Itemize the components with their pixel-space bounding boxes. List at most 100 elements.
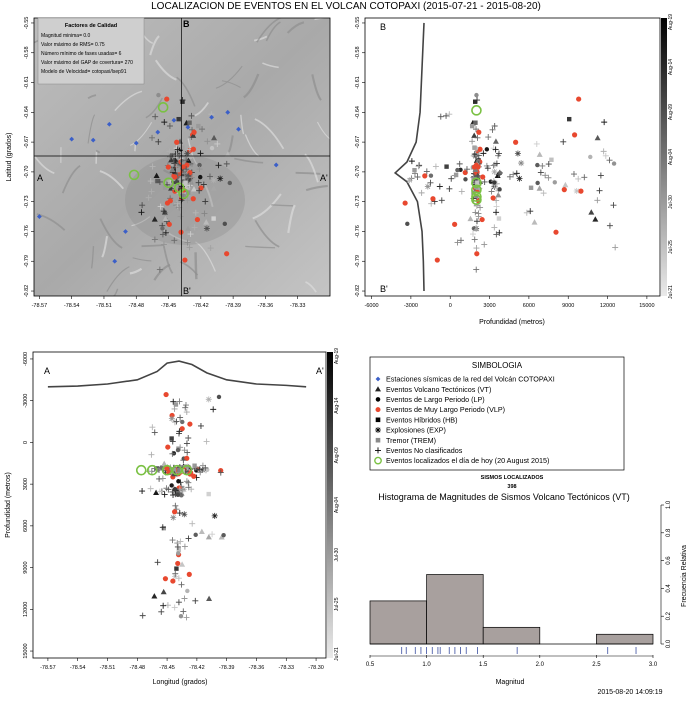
event-plus <box>446 111 453 118</box>
today-event <box>178 188 189 200</box>
relief-ridge <box>245 245 276 249</box>
event-plus <box>432 163 439 170</box>
event-plus <box>183 157 190 164</box>
event-hb <box>176 116 181 122</box>
event-vlp <box>490 195 496 201</box>
event-trem <box>528 185 534 190</box>
today-event <box>471 184 482 196</box>
event-plus <box>188 174 195 181</box>
x-tick-label: 15000 <box>639 303 654 309</box>
label-a: A <box>44 366 50 376</box>
y-tick-label: -0.55 <box>355 17 361 30</box>
event-plus <box>149 424 156 431</box>
legend: SIMBOLOGIA Estaciones sísmicas de la red… <box>369 356 625 490</box>
event-plus <box>161 119 168 126</box>
station-marker <box>106 121 112 127</box>
event-plus <box>596 187 603 194</box>
event-vlp <box>561 187 567 193</box>
x-tick-label: -3000 <box>404 303 418 309</box>
relief-ridge <box>194 102 209 117</box>
relief-ridge <box>254 219 280 248</box>
relief-ridge <box>252 193 282 220</box>
event-vt <box>210 185 217 191</box>
grey-square-icon <box>375 437 381 443</box>
event-vlp <box>476 129 482 135</box>
event-plus <box>161 491 168 498</box>
relief-ridge <box>129 267 143 275</box>
event-plus <box>415 163 422 170</box>
event-plus <box>493 231 500 238</box>
event-plus <box>197 150 204 157</box>
event-plus <box>469 138 476 145</box>
relief-ridge <box>305 184 328 192</box>
event-plus <box>172 502 179 509</box>
event-vlp <box>198 185 204 191</box>
event-vlp <box>576 96 582 102</box>
event-plus <box>217 469 224 476</box>
event-vt <box>151 593 158 599</box>
event-plus <box>180 457 187 464</box>
legend-item: Eventos Volcano Tectónicos (VT) <box>375 385 491 394</box>
relief-ridge <box>114 90 143 112</box>
relief-ridge <box>304 153 319 183</box>
event-trem <box>173 185 179 190</box>
lon-xlabel: Longitud (grados) <box>153 679 208 686</box>
relief-ridge <box>215 65 243 89</box>
x-tick-label: 3.0 <box>649 662 658 668</box>
event-trem <box>412 167 417 173</box>
event-hb <box>567 116 572 122</box>
event-plus <box>454 239 461 246</box>
relief-ridge <box>253 35 268 42</box>
event-vt <box>151 216 158 222</box>
event-lp <box>179 493 184 498</box>
event-hb <box>444 164 449 169</box>
quality-line: Magnitud minima= 0.0 <box>41 33 91 39</box>
event-plus <box>181 595 188 602</box>
event-lp <box>178 614 184 619</box>
legend-item: Tremor (TREM) <box>375 436 436 445</box>
event-lp <box>227 180 233 186</box>
event-plus <box>192 597 199 604</box>
event-vlp <box>171 509 178 515</box>
x-tick-label: 12000 <box>600 303 615 309</box>
event-plus <box>448 175 455 182</box>
legend-item: Eventos localizados el día de hoy (20 Au… <box>374 456 549 465</box>
relief-ridge <box>61 164 81 194</box>
event-lp <box>172 487 178 492</box>
colorbar-label: Jul-25 <box>668 240 674 254</box>
event-exp <box>180 486 187 493</box>
event-plus <box>181 447 188 454</box>
event-plus <box>473 245 480 252</box>
event-hb <box>472 99 478 104</box>
event-exp <box>217 175 224 182</box>
y-tick-label: -3000 <box>23 394 29 408</box>
x-tick-label: 0.5 <box>366 662 375 668</box>
relief-ridge <box>87 114 96 144</box>
event-plus <box>540 190 547 197</box>
event-trem <box>173 402 179 407</box>
y-tick-label: -0.64 <box>355 106 361 119</box>
event-plus <box>155 138 162 145</box>
map-panel: -78.57 -78.54 -78.51 -78.48 -78.45 -78.42 -78.… <box>6 17 331 309</box>
event-plus <box>471 151 478 158</box>
event-plus <box>160 208 167 215</box>
event-plus <box>154 559 161 566</box>
today-event <box>161 464 173 476</box>
event-hb <box>183 180 188 185</box>
event-plus <box>156 488 163 495</box>
relief-ridge <box>243 73 260 99</box>
y-tick-label: -0.58 <box>355 46 361 59</box>
longitude-section-panel: -78.57 -78.54 -78.51 -78.48 -78.45 -78.42 -78.… <box>5 348 340 686</box>
event-plus <box>185 434 192 441</box>
legend-items: Estaciones sísmicas de la red del Volcán… <box>374 375 555 465</box>
event-plus <box>542 172 549 179</box>
event-plus <box>446 185 453 192</box>
event-plus <box>488 188 495 195</box>
y-tick-label: 0.0 <box>666 639 672 648</box>
relief-ridge <box>314 18 329 21</box>
event-plus <box>215 162 222 169</box>
label-b: B <box>183 19 190 29</box>
event-plus <box>207 245 214 252</box>
y-tick-label: -0.79 <box>24 255 30 268</box>
relief-ridge <box>141 244 165 248</box>
